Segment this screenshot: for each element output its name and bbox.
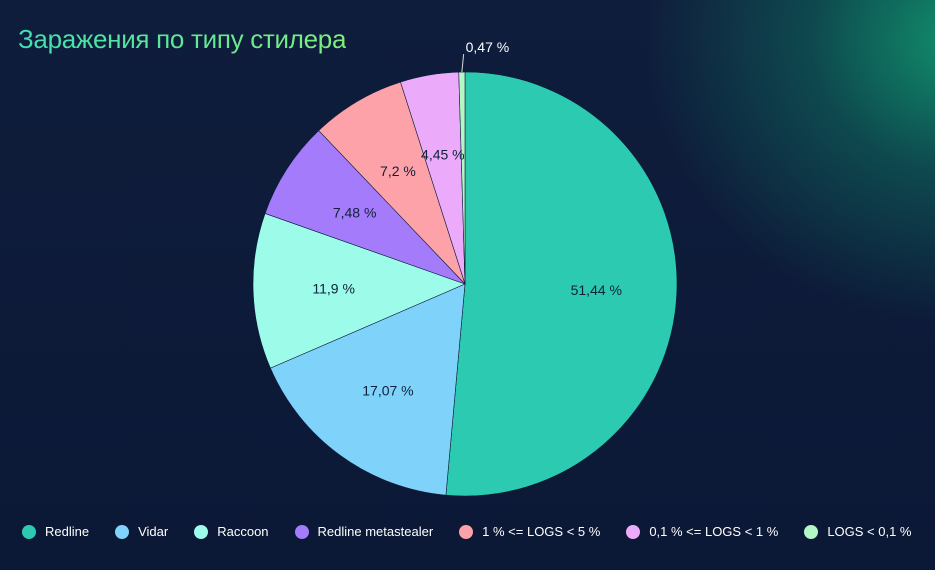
legend-swatch [22, 524, 36, 539]
pie-slice-1 [445, 71, 678, 497]
slice-label-3: 11,9 % [312, 281, 355, 297]
pie-slice-4 [264, 130, 466, 285]
slice-label-1: 51,44 % [571, 282, 622, 298]
pie-slice-3 [252, 213, 466, 369]
legend-item-1: Redline [22, 524, 89, 539]
pie-chart: 51,44 % 17,07 % 11,9 % 7,48 % 7,2 % 4,45 % 0,4… [252, 39, 678, 497]
legend-label: 1 % <= LOGS < 5 % [482, 524, 601, 539]
legend-label: Vidar [138, 524, 169, 539]
slice-label-5: 7,2 % [380, 163, 416, 179]
legend-swatch [115, 524, 130, 539]
legend: Redline Vidar Raccoon Redline metastealer 1 … [22, 524, 915, 539]
leader-line-7 [461, 53, 465, 73]
legend-swatch [804, 524, 819, 539]
legend-item-4: Redline metastealer [294, 524, 434, 539]
slice-label-6: 4,45 % [421, 146, 465, 162]
slice-label-7: 0,47 % [466, 39, 510, 55]
pie-slices [252, 71, 678, 497]
legend-item-2: Vidar [115, 524, 168, 539]
legend-swatch [626, 524, 641, 539]
legend-item-7: LOGS < 0,1 % [804, 524, 912, 539]
legend-label: Redline metastealer [317, 524, 434, 539]
slice-label-4: 7,48 % [333, 205, 377, 221]
legend-label: Raccoon [217, 524, 269, 539]
pie-labels: 51,44 % 17,07 % 11,9 % 7,48 % 7,2 % 4,45 % 0,4… [312, 39, 622, 398]
legend-item-3: Raccoon [194, 524, 269, 539]
legend-label: Redline [45, 524, 90, 539]
legend-swatch [194, 524, 209, 539]
pie-slice-2 [270, 283, 466, 496]
chart-title: Заражения по типу стилера [18, 24, 347, 54]
legend-item-5: 1 % <= LOGS < 5 % [459, 524, 600, 539]
legend-swatch [294, 524, 309, 539]
legend-label: LOGS < 0,1 % [827, 524, 912, 539]
legend-item-6: 0,1 % <= LOGS < 1 % [626, 524, 778, 539]
legend-label: 0,1 % <= LOGS < 1 % [649, 524, 779, 539]
legend-swatch [459, 524, 474, 539]
slice-label-2: 17,07 % [362, 382, 413, 398]
